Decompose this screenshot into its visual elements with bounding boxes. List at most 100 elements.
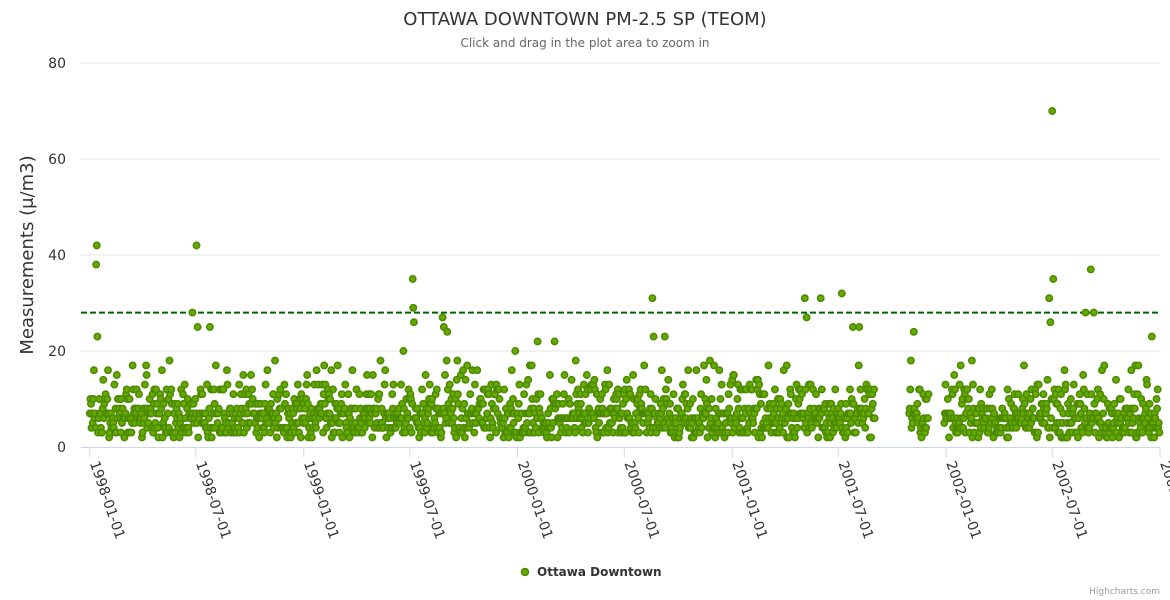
data-point[interactable] xyxy=(702,375,711,384)
data-point[interactable] xyxy=(509,419,518,427)
data-point[interactable] xyxy=(548,419,557,427)
data-point[interactable] xyxy=(192,241,201,250)
data-point[interactable] xyxy=(705,356,714,365)
data-point[interactable] xyxy=(716,395,725,403)
data-point[interactable] xyxy=(486,433,495,442)
data-point[interactable] xyxy=(659,404,667,413)
data-point[interactable] xyxy=(442,356,451,365)
data-point[interactable] xyxy=(848,323,857,331)
data-point[interactable] xyxy=(138,428,147,437)
data-point[interactable] xyxy=(752,404,761,413)
data-point[interactable] xyxy=(448,404,457,413)
data-point[interactable] xyxy=(337,390,346,399)
data-point[interactable] xyxy=(812,390,820,399)
data-point[interactable] xyxy=(443,327,452,336)
data-point[interactable] xyxy=(660,332,669,341)
data-point[interactable] xyxy=(460,399,469,408)
data-point[interactable] xyxy=(159,399,168,408)
data-point[interactable] xyxy=(550,337,559,346)
data-point[interactable] xyxy=(1075,390,1084,399)
data-point[interactable] xyxy=(758,433,766,442)
data-point[interactable] xyxy=(651,395,660,403)
data-point[interactable] xyxy=(536,390,545,399)
data-point[interactable] xyxy=(520,390,529,399)
data-point[interactable] xyxy=(969,380,977,389)
data-point[interactable] xyxy=(203,380,211,389)
data-point[interactable] xyxy=(860,395,869,403)
data-point[interactable] xyxy=(409,303,418,312)
data-point[interactable] xyxy=(1022,390,1031,399)
data-point[interactable] xyxy=(661,385,670,394)
data-point[interactable] xyxy=(705,404,714,413)
data-point[interactable] xyxy=(495,395,504,403)
data-point[interactable] xyxy=(1076,399,1085,408)
data-point[interactable] xyxy=(646,390,655,399)
data-point[interactable] xyxy=(533,337,542,346)
data-point[interactable] xyxy=(976,385,985,394)
data-point[interactable] xyxy=(867,433,876,442)
data-point[interactable] xyxy=(280,380,289,389)
data-point[interactable] xyxy=(1028,404,1037,413)
data-point[interactable] xyxy=(92,260,101,269)
data-point[interactable] xyxy=(514,399,523,408)
data-point[interactable] xyxy=(1154,419,1163,427)
data-point[interactable] xyxy=(459,366,468,375)
data-point[interactable] xyxy=(307,433,316,442)
data-point[interactable] xyxy=(1147,332,1156,341)
data-point[interactable] xyxy=(816,294,825,303)
data-point[interactable] xyxy=(851,428,860,437)
data-point[interactable] xyxy=(990,409,999,418)
data-point[interactable] xyxy=(432,385,441,394)
data-point[interactable] xyxy=(1069,380,1078,389)
data-point[interactable] xyxy=(223,380,232,389)
legend-item-ottawa-downtown[interactable]: Ottawa Downtown xyxy=(537,565,662,579)
data-point[interactable] xyxy=(870,385,878,394)
data-point[interactable] xyxy=(649,332,658,341)
legend[interactable]: Ottawa Downtown xyxy=(520,565,662,579)
data-point[interactable] xyxy=(567,375,576,384)
data-point[interactable] xyxy=(219,385,228,394)
data-point[interactable] xyxy=(870,414,879,423)
data-point[interactable] xyxy=(463,361,472,370)
data-point[interactable] xyxy=(595,419,604,427)
data-point[interactable] xyxy=(684,366,693,375)
data-point[interactable] xyxy=(1099,409,1108,418)
data-point[interactable] xyxy=(127,428,136,437)
data-point[interactable] xyxy=(509,395,517,403)
data-point[interactable] xyxy=(524,375,533,384)
legend-marker[interactable] xyxy=(520,567,530,577)
data-point[interactable] xyxy=(327,366,336,375)
data-point[interactable] xyxy=(967,356,976,365)
data-point[interactable] xyxy=(605,380,614,389)
data-point[interactable] xyxy=(110,380,119,389)
data-point[interactable] xyxy=(205,323,214,331)
data-point[interactable] xyxy=(163,409,172,418)
data-point[interactable] xyxy=(399,347,408,355)
data-point[interactable] xyxy=(1045,294,1054,303)
data-point[interactable] xyxy=(1138,428,1147,437)
data-point[interactable] xyxy=(629,371,638,379)
data-point[interactable] xyxy=(92,241,101,250)
data-point[interactable] xyxy=(666,399,674,408)
credits-link[interactable]: Highcharts.com xyxy=(1089,587,1160,597)
data-point[interactable] xyxy=(93,332,102,341)
data-point[interactable] xyxy=(449,414,458,423)
data-point[interactable] xyxy=(1034,380,1043,389)
data-point[interactable] xyxy=(945,433,953,442)
data-point[interactable] xyxy=(98,428,107,437)
data-point[interactable] xyxy=(717,380,726,389)
data-point[interactable] xyxy=(584,428,592,437)
data-point[interactable] xyxy=(1145,399,1154,408)
data-point[interactable] xyxy=(194,433,203,442)
data-point[interactable] xyxy=(142,361,151,370)
data-point[interactable] xyxy=(1020,399,1029,408)
data-point[interactable] xyxy=(466,390,475,399)
data-point[interactable] xyxy=(802,313,811,322)
data-point[interactable] xyxy=(272,433,281,442)
plot-area[interactable] xyxy=(85,107,1164,442)
data-point[interactable] xyxy=(1057,390,1065,399)
data-point[interactable] xyxy=(770,385,779,394)
data-point[interactable] xyxy=(1069,404,1078,413)
data-point[interactable] xyxy=(657,366,666,375)
